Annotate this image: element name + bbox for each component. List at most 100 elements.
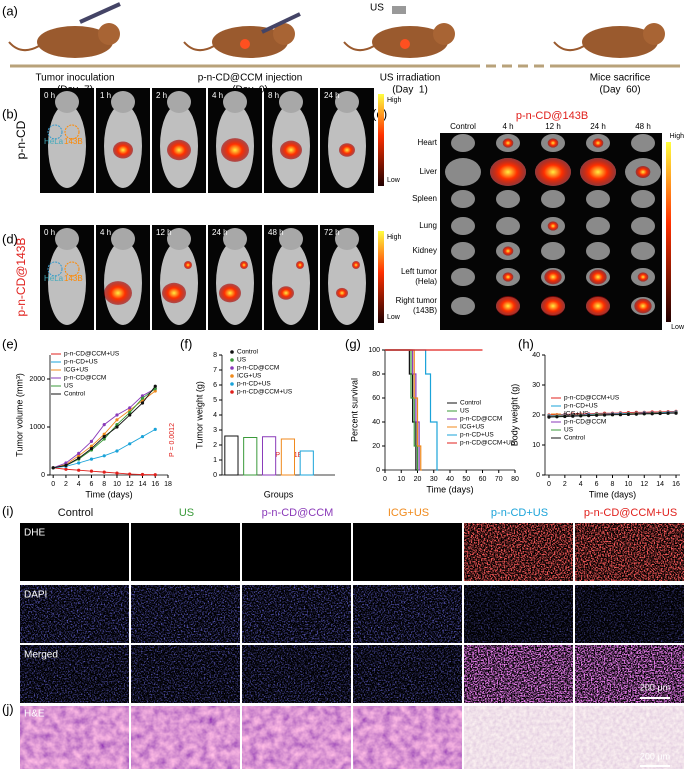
us-label: US (370, 3, 384, 14)
mouse-body (160, 241, 198, 325)
signal (339, 143, 355, 157)
legend-dot (230, 366, 234, 370)
x-tick-label: 16 (672, 481, 680, 488)
organ-signal (490, 158, 526, 186)
tumor-label: HeLa (44, 137, 64, 146)
y-tick-label: 1 (213, 457, 217, 464)
series-line (53, 388, 156, 469)
row-label: Spleen (412, 194, 437, 203)
x-tick-label: 50 (462, 476, 470, 483)
x-tick-label: 80 (511, 476, 519, 483)
organ (451, 217, 475, 235)
y-tick-label: 60 (372, 395, 380, 402)
legend-label: p-n-CD@CCM (237, 365, 279, 372)
panel-label: (j) (2, 701, 14, 716)
transducer (392, 6, 406, 14)
legend-label: ICG+US (564, 411, 589, 418)
time-label: 4 h (100, 228, 111, 237)
time-label: 2 h (156, 91, 167, 100)
mouse-head (167, 228, 191, 250)
series-line (53, 467, 156, 476)
signal (162, 282, 186, 304)
organ (541, 190, 565, 208)
mouse-head (55, 228, 79, 250)
organ (451, 268, 475, 286)
tumor-outline (47, 124, 63, 140)
title: p-n-CD@143B (516, 110, 588, 122)
tumor-outline (64, 124, 80, 140)
mouse-head (111, 91, 135, 113)
series-line (385, 349, 422, 471)
legend-label: p-n-CD@CCM+US (64, 351, 120, 358)
mouse-body (328, 241, 366, 325)
x-axis-label: Time (days) (426, 484, 473, 494)
y-tick-label: 2000 (29, 376, 45, 383)
fluorescence (464, 585, 573, 643)
colorbar (666, 142, 671, 322)
mouse-head (55, 91, 79, 113)
legend-label: p-n-CD@CCM+US (460, 440, 516, 447)
y-tick-label: 0 (213, 472, 217, 479)
column-label: 24 h (590, 122, 606, 131)
time-label: 4 h (212, 91, 223, 100)
organ (451, 134, 475, 152)
x-tick-label: 12 (640, 481, 648, 488)
time-label: 1 h (100, 91, 111, 100)
row-label: DHE (24, 528, 45, 539)
syringe (261, 12, 301, 34)
tumor-outline (47, 261, 63, 277)
scale-label: High (387, 234, 402, 241)
signal (167, 139, 191, 161)
legend-label: p-n-CD+US (460, 432, 494, 439)
he-image (464, 706, 573, 769)
column-label: 48 h (635, 122, 651, 131)
mouse-head (433, 23, 455, 45)
tumor-label: HeLa (44, 274, 64, 283)
legend-label: ICG+US (64, 367, 89, 374)
tumor (400, 39, 410, 49)
legend-label: Control (460, 400, 482, 407)
column-label: 4 h (502, 122, 513, 131)
mouse-tail (8, 41, 40, 52)
fluorescence (575, 585, 684, 643)
he-image (242, 706, 351, 769)
y-tick-label: 0 (536, 472, 540, 479)
x-tick-label: 6 (90, 481, 94, 488)
mouse-head (223, 228, 247, 250)
legend-label: p-n-CD@CCM+US (564, 395, 620, 402)
he-image (575, 706, 684, 769)
row-label: Lung (419, 221, 437, 230)
organ-signal (635, 166, 651, 178)
organ (496, 190, 520, 208)
series-line (53, 385, 156, 469)
x-tick-label: 70 (495, 476, 503, 483)
legend-label: p-n-CD@CCM (64, 375, 106, 382)
organ (451, 242, 475, 260)
scale-bar-label: 200 μm (640, 751, 670, 761)
organ (631, 190, 655, 208)
legend-label: Control (564, 435, 586, 442)
mouse-head (273, 23, 295, 45)
x-axis-label: Time (days) (85, 489, 132, 499)
signal (184, 261, 192, 269)
time-label: 8 h (268, 91, 279, 100)
y-tick-label: 5 (213, 397, 217, 404)
x-tick-label: 0 (383, 476, 387, 483)
x-tick-label: 16 (151, 481, 159, 488)
legend-label: p-n-CD@CCM+US (237, 389, 293, 396)
scale-label: Low (387, 177, 401, 184)
y-tick-label: 20 (372, 443, 380, 450)
time-label: 0 h (44, 228, 55, 237)
fluorescence (575, 645, 684, 703)
row-label: Heart (417, 138, 437, 147)
bar (280, 438, 296, 476)
fluorescence (20, 645, 129, 703)
organ-signal (547, 221, 559, 231)
x-axis-label: Groups (264, 489, 294, 499)
micrograph (242, 523, 351, 581)
y-tick-label: 7 (213, 367, 217, 374)
x-axis-label: Time (days) (589, 489, 636, 499)
x-tick-label: 10 (113, 481, 121, 488)
time-label: 72 h (324, 228, 340, 237)
tumor-label: 143B (64, 274, 83, 283)
